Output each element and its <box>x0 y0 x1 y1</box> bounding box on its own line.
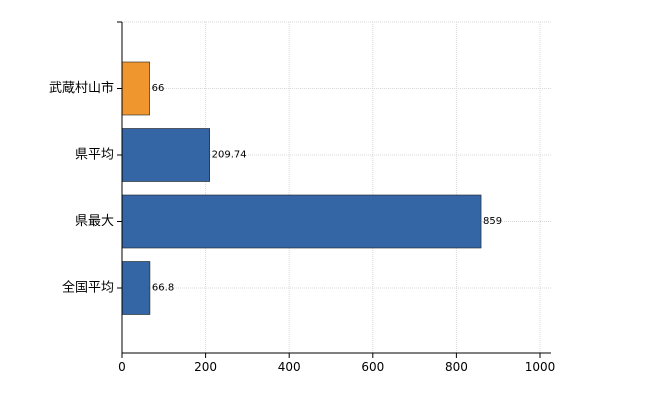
bar <box>121 128 210 182</box>
value-label: 209.74 <box>212 150 247 161</box>
category-label: 武蔵村山市 <box>49 80 114 96</box>
value-label: 66 <box>152 83 165 94</box>
bar <box>121 61 150 116</box>
bars <box>121 61 482 315</box>
category-label: 県平均 <box>75 148 114 163</box>
bar <box>121 261 151 315</box>
x-tick-label: 200 <box>194 360 217 374</box>
value-label: 859 <box>483 216 502 227</box>
axes <box>117 21 551 358</box>
grid-lines <box>122 21 551 353</box>
labels: 武蔵村山市 66 県平均 209.74 県最大 859 全国平均 66.8 0 200 400 600… <box>49 80 555 374</box>
category-label: 全国平均 <box>62 280 114 296</box>
category-label: 県最大 <box>75 214 114 229</box>
x-tick-label: 800 <box>445 360 468 374</box>
x-tick-label: 400 <box>278 360 301 374</box>
x-tick-label: 1000 <box>525 360 556 374</box>
value-label: 66.8 <box>152 283 174 294</box>
x-tick-label: 0 <box>118 360 126 374</box>
x-tick-label: 600 <box>361 360 384 374</box>
bar <box>121 194 482 249</box>
